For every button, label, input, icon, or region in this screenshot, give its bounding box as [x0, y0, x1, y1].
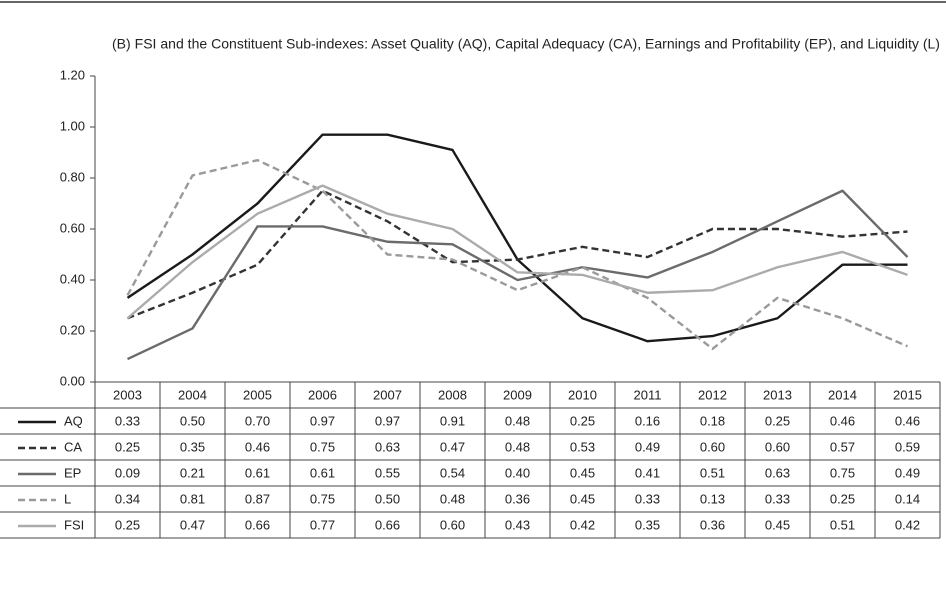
- y-tick-label: 1.00: [60, 118, 85, 133]
- x-tick-label: 2015: [893, 387, 922, 402]
- table-cell: 0.50: [375, 491, 400, 506]
- y-tick-label: 0.60: [60, 220, 85, 235]
- legend-label: L: [64, 491, 71, 506]
- table-cell: 0.46: [895, 413, 920, 428]
- table-cell: 0.42: [570, 517, 595, 532]
- x-tick-label: 2003: [113, 387, 142, 402]
- table-cell: 0.43: [505, 517, 530, 532]
- series-line: [126, 184, 908, 320]
- table-cell: 0.41: [635, 465, 660, 480]
- table-cell: 0.91: [440, 413, 465, 428]
- table-cell: 0.13: [700, 491, 725, 506]
- table-cell: 0.57: [830, 439, 855, 454]
- table-cell: 0.45: [570, 465, 595, 480]
- table-cell: 0.50: [180, 413, 205, 428]
- table-cell: 0.75: [830, 465, 855, 480]
- series-line: [127, 189, 908, 320]
- table-cell: 0.34: [115, 491, 140, 506]
- series-line: [126, 158, 908, 351]
- table-cell: 0.25: [570, 413, 595, 428]
- table-cell: 0.36: [700, 517, 725, 532]
- table-cell: 0.66: [245, 517, 270, 532]
- table-cell: 0.97: [375, 413, 400, 428]
- table-cell: 0.75: [310, 439, 335, 454]
- table-cell: 0.66: [375, 517, 400, 532]
- table-cell: 0.70: [245, 413, 270, 428]
- table-cell: 0.25: [115, 517, 140, 532]
- x-tick-label: 2011: [634, 387, 662, 402]
- table-cell: 0.77: [310, 517, 335, 532]
- y-tick-label: 0.80: [60, 169, 85, 184]
- table-cell: 0.46: [245, 439, 270, 454]
- table-cell: 0.60: [765, 439, 790, 454]
- x-tick-label: 2008: [438, 387, 467, 402]
- table-cell: 0.81: [180, 491, 205, 506]
- table-cell: 0.25: [765, 413, 790, 428]
- chart-title: (B) FSI and the Constituent Sub-indexes:…: [112, 36, 940, 52]
- table-cell: 0.49: [635, 439, 660, 454]
- legend-label: AQ: [64, 413, 83, 428]
- table-cell: 0.61: [310, 465, 335, 480]
- table-cell: 0.21: [180, 465, 205, 480]
- y-tick-label: 0.40: [60, 271, 85, 286]
- x-tick-label: 2004: [178, 387, 207, 402]
- x-tick-label: 2010: [568, 387, 597, 402]
- table-cell: 0.18: [700, 413, 725, 428]
- table-cell: 0.53: [570, 439, 595, 454]
- table-cell: 0.40: [505, 465, 530, 480]
- table-cell: 0.97: [310, 413, 335, 428]
- table-cell: 0.14: [895, 491, 920, 506]
- table-cell: 0.35: [180, 439, 205, 454]
- y-tick-label: 0.00: [60, 373, 85, 388]
- table-cell: 0.61: [245, 465, 270, 480]
- table-cell: 0.09: [115, 465, 140, 480]
- table-cell: 0.63: [375, 439, 400, 454]
- table-cell: 0.25: [115, 439, 140, 454]
- table-cell: 0.59: [895, 439, 920, 454]
- table-cell: 0.87: [245, 491, 270, 506]
- table-cell: 0.51: [830, 517, 855, 532]
- table-cell: 0.48: [505, 413, 530, 428]
- table-cell: 0.33: [635, 491, 660, 506]
- table-cell: 0.45: [765, 517, 790, 532]
- table-cell: 0.60: [440, 517, 465, 532]
- table-cell: 0.35: [635, 517, 660, 532]
- table-cell: 0.49: [895, 465, 920, 480]
- table-cell: 0.48: [440, 491, 465, 506]
- series-line: [126, 133, 908, 343]
- table-cell: 0.75: [310, 491, 335, 506]
- x-tick-label: 2012: [698, 387, 727, 402]
- table-cell: 0.55: [375, 465, 400, 480]
- table-cell: 0.46: [830, 413, 855, 428]
- table-cell: 0.25: [830, 491, 855, 506]
- table-cell: 0.45: [570, 491, 595, 506]
- x-tick-label: 2007: [373, 387, 402, 402]
- x-tick-label: 2009: [503, 387, 532, 402]
- table-cell: 0.42: [895, 517, 920, 532]
- table-cell: 0.33: [765, 491, 790, 506]
- table-cell: 0.36: [505, 491, 530, 506]
- x-tick-label: 2013: [763, 387, 792, 402]
- table-cell: 0.51: [700, 465, 725, 480]
- table-cell: 0.47: [440, 439, 465, 454]
- x-tick-label: 2014: [828, 387, 857, 402]
- legend-label: EP: [64, 465, 81, 480]
- table-cell: 0.16: [635, 413, 660, 428]
- table-cell: 0.60: [700, 439, 725, 454]
- y-tick-label: 1.20: [60, 67, 85, 82]
- y-tick-label: 0.20: [60, 322, 85, 337]
- table-cell: 0.33: [115, 413, 140, 428]
- table-cell: 0.47: [180, 517, 205, 532]
- table-cell: 0.48: [505, 439, 530, 454]
- legend-label: FSI: [64, 517, 84, 532]
- table-cell: 0.54: [440, 465, 465, 480]
- table-cell: 0.63: [765, 465, 790, 480]
- series-line: [126, 189, 909, 361]
- x-tick-label: 2006: [308, 387, 337, 402]
- x-tick-label: 2005: [243, 387, 272, 402]
- legend-label: CA: [64, 439, 82, 454]
